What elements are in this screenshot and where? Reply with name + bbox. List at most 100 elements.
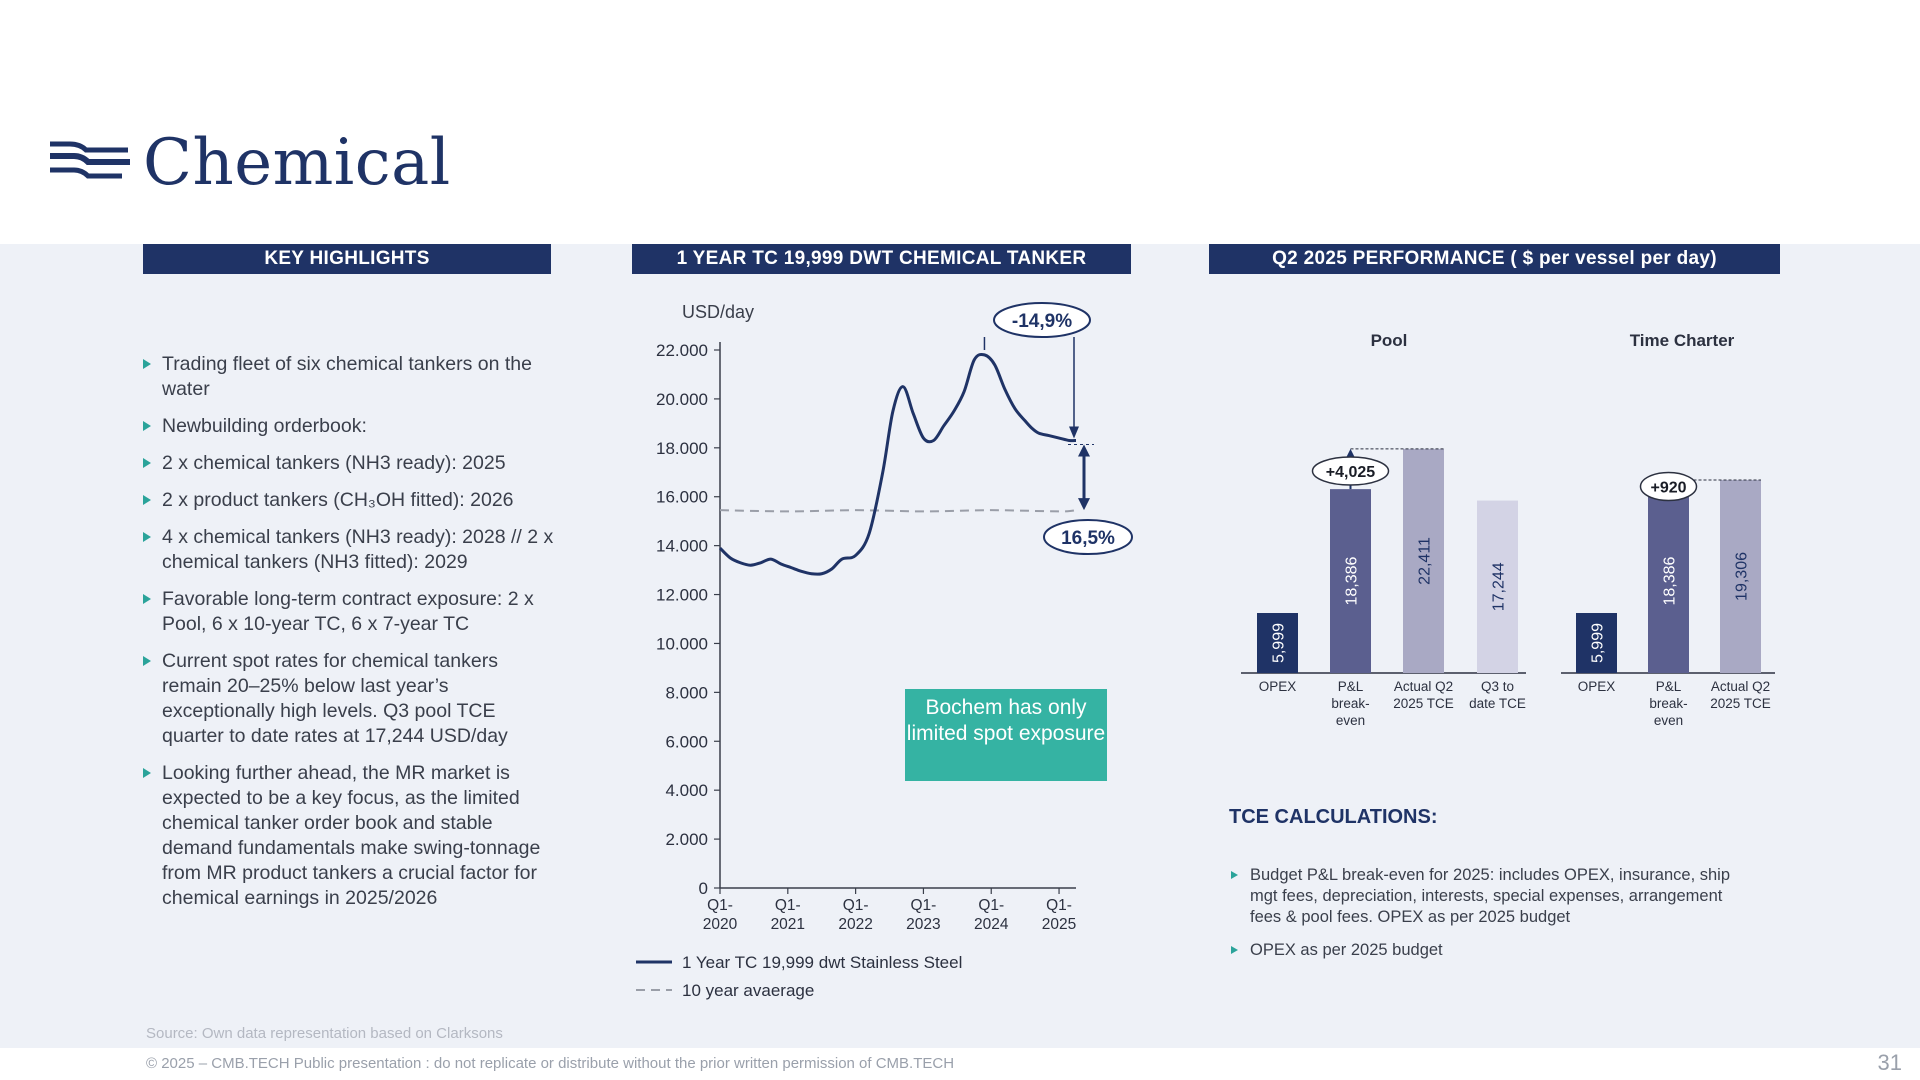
pool-category-label: 2025 TCE: [1393, 696, 1454, 711]
y-tick-label: 22.000: [656, 341, 708, 360]
highlight-item: Trading fleet of six chemical tankers on…: [140, 352, 560, 402]
copyright-notice: © 2025 – CMB.TECH Public presentation : …: [146, 1055, 955, 1072]
performance-bar-charts: Pool 5,999 OPEX 18,386 P&L break-even 22,411 Ac…: [1241, 331, 1775, 728]
drop-arrowhead: [1069, 426, 1079, 439]
y-tick-label: 10.000: [656, 634, 708, 653]
pool-bar-value-label: 17,244: [1491, 562, 1508, 611]
pool-diff-badge-label: +4,025: [1326, 464, 1375, 481]
time-charter-category-label: even: [1654, 713, 1683, 728]
tc-legend: 1 Year TC 19,999 dwt Stainless Steel 10 y…: [636, 953, 962, 1000]
highlight-item: Favorable long-term contract exposure: 2…: [140, 587, 560, 637]
y-tick-label: 12.000: [656, 586, 708, 605]
time-charter-bar-chart: Time Charter 5,999 OPEX 18,386 P&L break-even…: [1561, 331, 1775, 728]
time-charter-chart-title: Time Charter: [1630, 331, 1735, 350]
y-tick-label: 6.000: [665, 732, 708, 751]
time-charter-diff-badge: [1639, 471, 1698, 502]
time-charter-category-label: OPEX: [1578, 679, 1616, 694]
time-charter-bar-value-label: 5,999: [1590, 623, 1607, 663]
highlight-item: Looking further ahead, the MR market is …: [140, 761, 560, 911]
y-tick-label: 16.000: [656, 488, 708, 507]
time-charter-bar: [1720, 479, 1761, 673]
highlight-item: 2 x chemical tankers (NH3 ready): 2025: [140, 451, 560, 476]
pool-bar: [1403, 448, 1444, 673]
pool-bar: [1477, 500, 1518, 673]
y-axis-label: USD/day: [682, 302, 754, 322]
x-tick-label: 2022: [838, 916, 872, 933]
above-average-badge: [1043, 519, 1133, 555]
y-tick-label: 0: [699, 879, 708, 898]
time-charter-bar-value-label: 19,306: [1734, 552, 1751, 601]
tc-annotations: -14,9% 16,5%: [983, 302, 1133, 555]
y-tick-label: 2.000: [665, 830, 708, 849]
tc-axes: USD/day 0 2.000 4.000 6.000 8.000 10.000 12.000…: [656, 302, 1076, 933]
pool-bar-chart: Pool 5,999 OPEX 18,386 P&L break-even 22,411 Ac…: [1241, 331, 1526, 728]
x-tick-label: Q1-: [978, 897, 1004, 914]
highlight-item: Current spot rates for chemical tankers …: [140, 649, 560, 749]
pool-bar-value-label: 18,386: [1344, 556, 1361, 605]
highlight-item: 2 x product tankers (CH₃OH fitted): 2026: [140, 488, 560, 513]
y-tick-label: 18.000: [656, 439, 708, 458]
ten-year-average-line: [719, 509, 1077, 513]
x-tick-label: Q1-: [707, 897, 733, 914]
tce-item: OPEX as per 2025 budget: [1229, 940, 1749, 961]
tc-chart-header: 1 YEAR TC 19,999 DWT CHEMICAL TANKER: [632, 244, 1131, 274]
x-tick-label: 2020: [703, 916, 738, 933]
x-tick-label: 2023: [906, 916, 940, 933]
pool-category-label: OPEX: [1259, 679, 1297, 694]
gap-arrowhead-up: [1078, 444, 1090, 457]
time-charter-category-label: Actual Q2: [1711, 679, 1770, 694]
y-tick-label: 8.000: [665, 683, 708, 702]
drop-badge-label: -14,9%: [1012, 311, 1072, 332]
pool-category-label: Q3 to: [1481, 679, 1514, 694]
legend-label-average: 10 year avaerage: [682, 981, 814, 1000]
y-tick-label: 4.000: [665, 781, 708, 800]
tc-rate-line: [718, 352, 1077, 576]
x-tick-label: 2025: [1042, 916, 1076, 933]
tc-series-lines: [718, 352, 1077, 576]
x-tick-label: 2024: [974, 916, 1009, 933]
highlight-item: Newbuilding orderbook:: [140, 414, 560, 439]
pool-bar-value-label: 5,999: [1271, 623, 1288, 663]
key-highlights-list: Trading fleet of six chemical tankers on…: [140, 352, 560, 923]
page-title: Chemical: [143, 126, 451, 200]
footer: [0, 1048, 1920, 1080]
tce-calculations-list: Budget P&L break-even for 2025: includes…: [1229, 865, 1749, 973]
time-charter-bar: [1576, 613, 1617, 673]
time-charter-bar-value-label: 18,386: [1662, 556, 1679, 605]
top-area: [0, 0, 1920, 244]
y-tick-label: 20.000: [656, 390, 708, 409]
drop-badge: [993, 302, 1091, 338]
time-charter-category-label: P&L: [1656, 679, 1682, 694]
pool-bar-value-label: 22,411: [1417, 537, 1434, 585]
source-note: Source: Own data representation based on…: [146, 1025, 503, 1042]
gap-arrowhead-down: [1078, 498, 1090, 511]
pool-bar: [1330, 489, 1371, 673]
pool-diff-badge: [1311, 456, 1390, 486]
above-average-badge-label: 16,5%: [1061, 528, 1115, 549]
x-tick-label: 2021: [771, 916, 805, 933]
pool-category-label: Actual Q2: [1394, 679, 1453, 694]
pool-category-label: break-: [1331, 696, 1369, 711]
tc-line-chart: USD/day 0 2.000 4.000 6.000 8.000 10.000 12.000…: [636, 302, 1133, 1000]
y-tick-label: 14.000: [656, 537, 708, 556]
highlight-item: 4 x chemical tankers (NH3 ready): 2028 /…: [140, 525, 560, 575]
pool-category-label: date TCE: [1469, 696, 1526, 711]
time-charter-category-label: break-: [1649, 696, 1687, 711]
pool-category-label: even: [1336, 713, 1365, 728]
x-tick-label: Q1-: [775, 897, 801, 914]
tce-item: Budget P&L break-even for 2025: includes…: [1229, 865, 1749, 928]
tce-calculations-title: TCE CALCULATIONS:: [1229, 806, 1438, 828]
x-tick-label: Q1-: [1046, 897, 1072, 914]
time-charter-bar: [1648, 489, 1689, 673]
x-tick-label: Q1-: [911, 897, 937, 914]
performance-header: Q2 2025 PERFORMANCE ( $ per vessel per d…: [1209, 244, 1780, 274]
time-charter-diff-badge-label: +920: [1650, 480, 1686, 497]
x-tick-label: Q1-: [843, 897, 869, 914]
pool-chart-title: Pool: [1371, 331, 1408, 350]
legend-label-tc: 1 Year TC 19,999 dwt Stainless Steel: [682, 953, 962, 972]
pool-category-label: P&L: [1338, 679, 1364, 694]
page-number: 31: [1877, 1050, 1902, 1075]
time-charter-category-label: 2025 TCE: [1710, 696, 1771, 711]
key-highlights-header: KEY HIGHLIGHTS: [143, 244, 551, 274]
pool-bar: [1257, 613, 1298, 673]
